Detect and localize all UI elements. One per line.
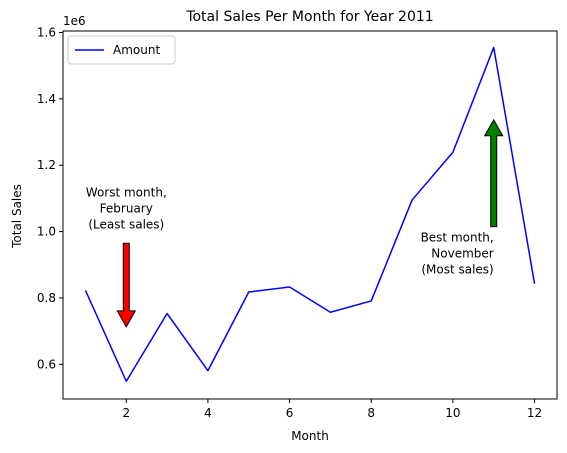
- plot-frame: [62, 30, 558, 400]
- y-tick-label: 1.6: [37, 25, 56, 39]
- annotation-text-line: Best month,: [421, 231, 494, 245]
- series-line-amount: [84, 46, 536, 382]
- y-tick-label: 1.4: [37, 92, 56, 106]
- legend-label: Amount: [113, 43, 160, 57]
- x-tick-label: 6: [286, 406, 294, 420]
- annotation-arrow-1: [116, 242, 137, 328]
- annotation-text-line: (Most sales): [421, 263, 493, 277]
- legend: Amount: [67, 35, 176, 65]
- annotation-text-line: February: [100, 202, 153, 216]
- y-tick-label: 1.2: [37, 158, 56, 172]
- annotation-text-line: (Least sales): [88, 218, 164, 232]
- annotation-text-2: Best month, November (Most sales): [421, 231, 494, 277]
- x-tick-label: 8: [367, 406, 375, 420]
- annotation-text-1: Worst month, February (Least sales): [86, 186, 167, 232]
- x-tick-label: 10: [445, 406, 460, 420]
- y-tick-label: 0.6: [37, 357, 56, 371]
- y-axis-offset-label: 1e6: [63, 14, 86, 28]
- annotation-text-line: Worst month,: [86, 186, 167, 200]
- x-tick-label: 4: [204, 406, 212, 420]
- x-tick-label: 12: [527, 406, 542, 420]
- x-tick-label: 2: [122, 406, 130, 420]
- legend-box: [67, 35, 176, 65]
- annotation-text-line: November: [431, 247, 493, 261]
- y-axis-label: Total Sales: [10, 184, 24, 249]
- chart-title: Total Sales Per Month for Year 2011: [185, 9, 433, 25]
- y-tick-label: 1.0: [37, 225, 56, 239]
- x-axis-label: Month: [291, 429, 329, 443]
- annotation-arrow-2: [483, 118, 504, 228]
- y-tick-label: 0.8: [37, 291, 56, 305]
